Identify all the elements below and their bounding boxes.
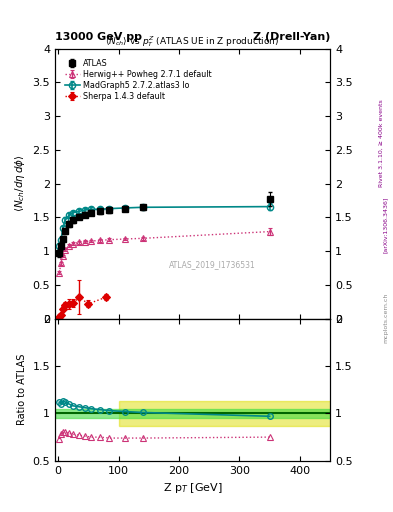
Bar (119, 401, 342, 426)
Text: ATLAS_2019_I1736531: ATLAS_2019_I1736531 (169, 260, 255, 269)
Text: [arXiv:1306.3436]: [arXiv:1306.3436] (383, 197, 388, 253)
Text: 13000 GeV pp: 13000 GeV pp (55, 32, 142, 42)
Y-axis label: $\langle N_{ch}/d\eta\, d\phi\rangle$: $\langle N_{ch}/d\eta\, d\phi\rangle$ (13, 155, 27, 212)
Text: Z (Drell-Yan): Z (Drell-Yan) (253, 32, 330, 42)
Title: $\langle N_{ch}\rangle$ vs $p_T^Z$ (ATLAS UE in Z production): $\langle N_{ch}\rangle$ vs $p_T^Z$ (ATLA… (105, 34, 280, 49)
Y-axis label: Ratio to ATLAS: Ratio to ATLAS (17, 354, 27, 425)
X-axis label: Z p$_T$ [GeV]: Z p$_T$ [GeV] (163, 481, 222, 495)
Bar (55, 409, 330, 418)
Text: mcplots.cern.ch: mcplots.cern.ch (383, 292, 388, 343)
Legend: ATLAS, Herwig++ Powheg 2.7.1 default, MadGraph5 2.7.2.atlas3 lo, Sherpa 1.4.3 de: ATLAS, Herwig++ Powheg 2.7.1 default, Ma… (62, 55, 215, 104)
Text: Rivet 3.1.10, ≥ 400k events: Rivet 3.1.10, ≥ 400k events (379, 99, 384, 187)
